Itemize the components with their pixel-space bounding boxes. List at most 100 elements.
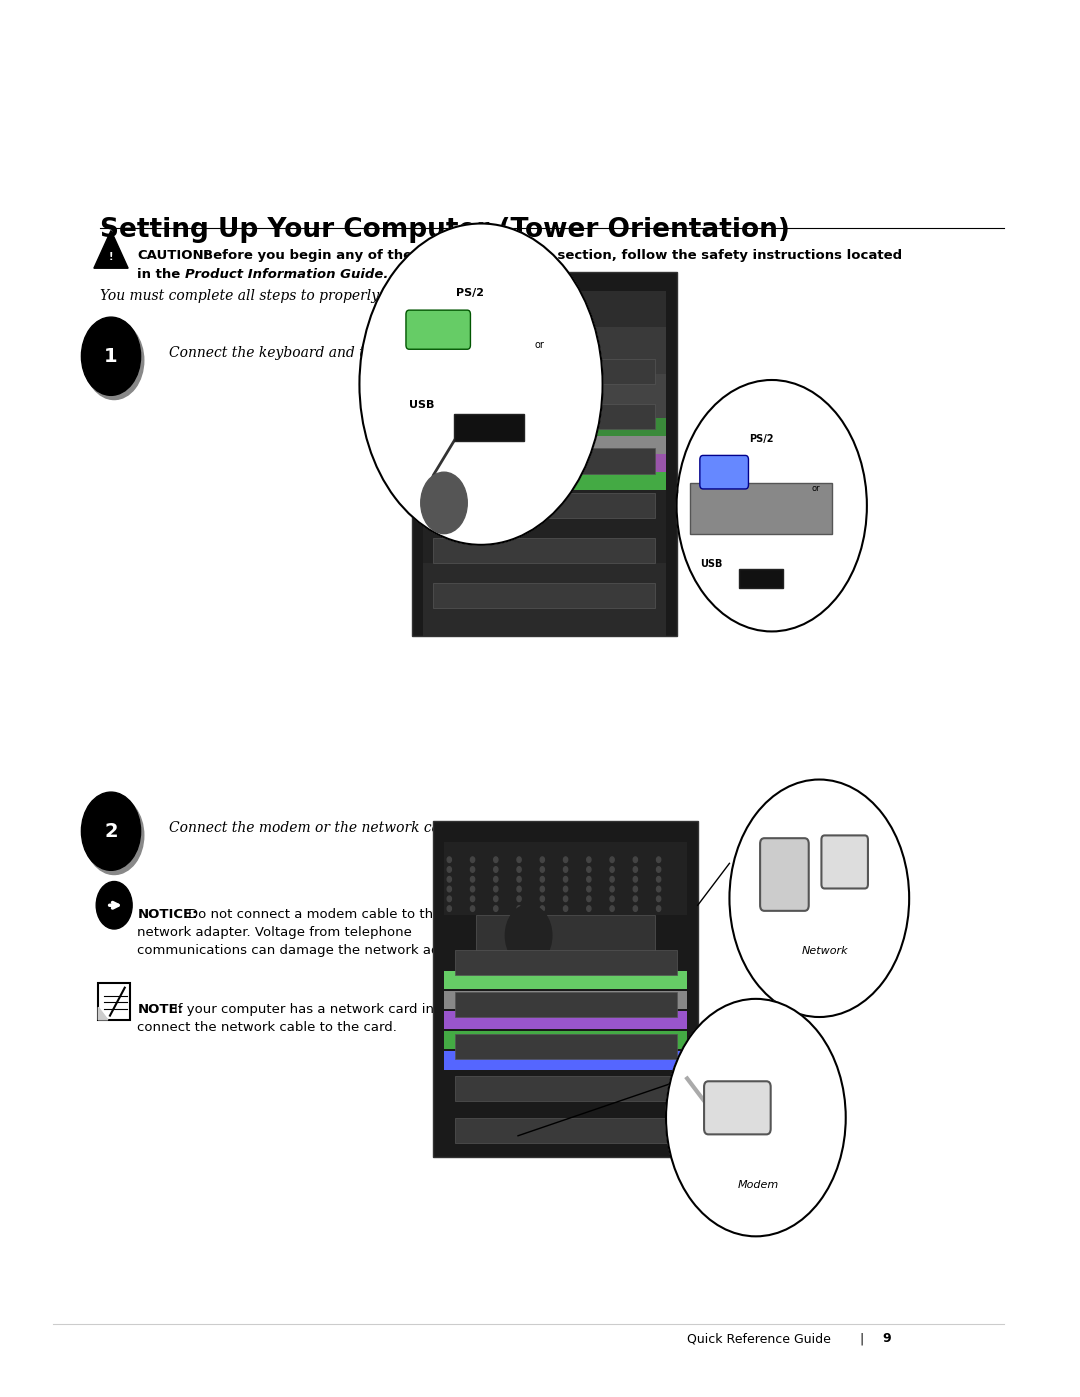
- FancyBboxPatch shape: [704, 1081, 771, 1134]
- Circle shape: [564, 895, 568, 901]
- FancyBboxPatch shape: [433, 821, 698, 1157]
- Circle shape: [540, 905, 544, 911]
- Circle shape: [81, 317, 140, 395]
- Circle shape: [96, 882, 132, 929]
- FancyBboxPatch shape: [423, 563, 666, 636]
- Text: You must complete all steps to properly set up your computer.: You must complete all steps to properly …: [100, 289, 538, 303]
- Circle shape: [494, 886, 498, 891]
- Text: Setting Up Your Computer (Tower Orientation): Setting Up Your Computer (Tower Orientat…: [100, 217, 791, 243]
- FancyBboxPatch shape: [455, 1034, 676, 1059]
- Circle shape: [657, 856, 661, 862]
- Circle shape: [540, 866, 544, 872]
- FancyBboxPatch shape: [444, 990, 687, 1009]
- Text: |: |: [860, 1333, 864, 1345]
- Circle shape: [447, 886, 451, 891]
- Text: Modem: Modem: [738, 1179, 779, 1190]
- Text: USB: USB: [409, 400, 434, 411]
- Text: Network: Network: [801, 946, 848, 957]
- Circle shape: [657, 905, 661, 911]
- Circle shape: [657, 886, 661, 891]
- FancyBboxPatch shape: [433, 538, 656, 563]
- FancyBboxPatch shape: [98, 983, 130, 1020]
- Circle shape: [447, 856, 451, 862]
- Text: USB: USB: [700, 559, 723, 570]
- FancyBboxPatch shape: [455, 1118, 676, 1143]
- Text: Do not connect a modem cable to the: Do not connect a modem cable to the: [188, 908, 442, 921]
- Circle shape: [610, 905, 615, 911]
- FancyBboxPatch shape: [423, 327, 666, 374]
- Circle shape: [657, 876, 661, 882]
- FancyBboxPatch shape: [433, 448, 656, 474]
- Circle shape: [633, 886, 637, 891]
- Circle shape: [517, 886, 522, 891]
- Circle shape: [471, 886, 475, 891]
- Text: CAUTION:: CAUTION:: [137, 249, 210, 261]
- Circle shape: [666, 999, 846, 1236]
- Circle shape: [586, 905, 591, 911]
- FancyBboxPatch shape: [433, 583, 656, 608]
- FancyBboxPatch shape: [423, 374, 666, 418]
- Circle shape: [540, 876, 544, 882]
- Circle shape: [540, 886, 544, 891]
- Circle shape: [586, 876, 591, 882]
- Text: Before you begin any of the procedures in this section, follow the safety instru: Before you begin any of the procedures i…: [203, 249, 902, 261]
- Circle shape: [494, 876, 498, 882]
- Text: PS/2: PS/2: [457, 288, 485, 299]
- Circle shape: [564, 886, 568, 891]
- FancyBboxPatch shape: [444, 1031, 687, 1049]
- FancyBboxPatch shape: [444, 1052, 687, 1070]
- Circle shape: [505, 905, 552, 967]
- Circle shape: [586, 866, 591, 872]
- Circle shape: [421, 472, 468, 534]
- FancyBboxPatch shape: [475, 915, 656, 956]
- FancyBboxPatch shape: [423, 490, 666, 563]
- Text: network adapter. Voltage from telephone: network adapter. Voltage from telephone: [137, 926, 413, 939]
- FancyBboxPatch shape: [433, 404, 656, 429]
- Circle shape: [564, 856, 568, 862]
- FancyBboxPatch shape: [822, 835, 868, 888]
- Text: !: !: [109, 251, 113, 261]
- Circle shape: [610, 856, 615, 862]
- Circle shape: [657, 866, 661, 872]
- Circle shape: [610, 886, 615, 891]
- Circle shape: [517, 866, 522, 872]
- Text: 2: 2: [104, 821, 118, 841]
- FancyBboxPatch shape: [700, 455, 748, 489]
- FancyBboxPatch shape: [455, 950, 676, 975]
- Circle shape: [633, 895, 637, 901]
- Circle shape: [447, 866, 451, 872]
- Circle shape: [586, 886, 591, 891]
- Text: If your computer has a network card installed,: If your computer has a network card inst…: [175, 1003, 483, 1016]
- FancyBboxPatch shape: [423, 454, 666, 472]
- Circle shape: [540, 895, 544, 901]
- Circle shape: [517, 895, 522, 901]
- Circle shape: [517, 856, 522, 862]
- FancyBboxPatch shape: [455, 992, 676, 1017]
- Circle shape: [729, 780, 909, 1017]
- Text: NOTE:: NOTE:: [137, 1003, 184, 1016]
- FancyBboxPatch shape: [433, 493, 656, 518]
- Circle shape: [494, 895, 498, 901]
- Circle shape: [610, 876, 615, 882]
- Circle shape: [610, 895, 615, 901]
- Circle shape: [540, 856, 544, 862]
- FancyBboxPatch shape: [423, 418, 666, 436]
- Circle shape: [81, 792, 140, 870]
- Circle shape: [360, 224, 603, 545]
- Circle shape: [633, 856, 637, 862]
- FancyBboxPatch shape: [413, 272, 676, 636]
- Circle shape: [494, 866, 498, 872]
- Circle shape: [84, 796, 144, 875]
- Circle shape: [564, 905, 568, 911]
- Circle shape: [610, 866, 615, 872]
- FancyBboxPatch shape: [760, 838, 809, 911]
- Circle shape: [676, 380, 867, 631]
- Polygon shape: [98, 1007, 108, 1020]
- Circle shape: [564, 866, 568, 872]
- Text: Product Information Guide.: Product Information Guide.: [185, 268, 389, 281]
- Circle shape: [564, 876, 568, 882]
- Text: communications can damage the network adapter.: communications can damage the network ad…: [137, 944, 478, 957]
- Text: PS/2: PS/2: [748, 433, 773, 444]
- Circle shape: [633, 905, 637, 911]
- Text: or: or: [812, 485, 821, 493]
